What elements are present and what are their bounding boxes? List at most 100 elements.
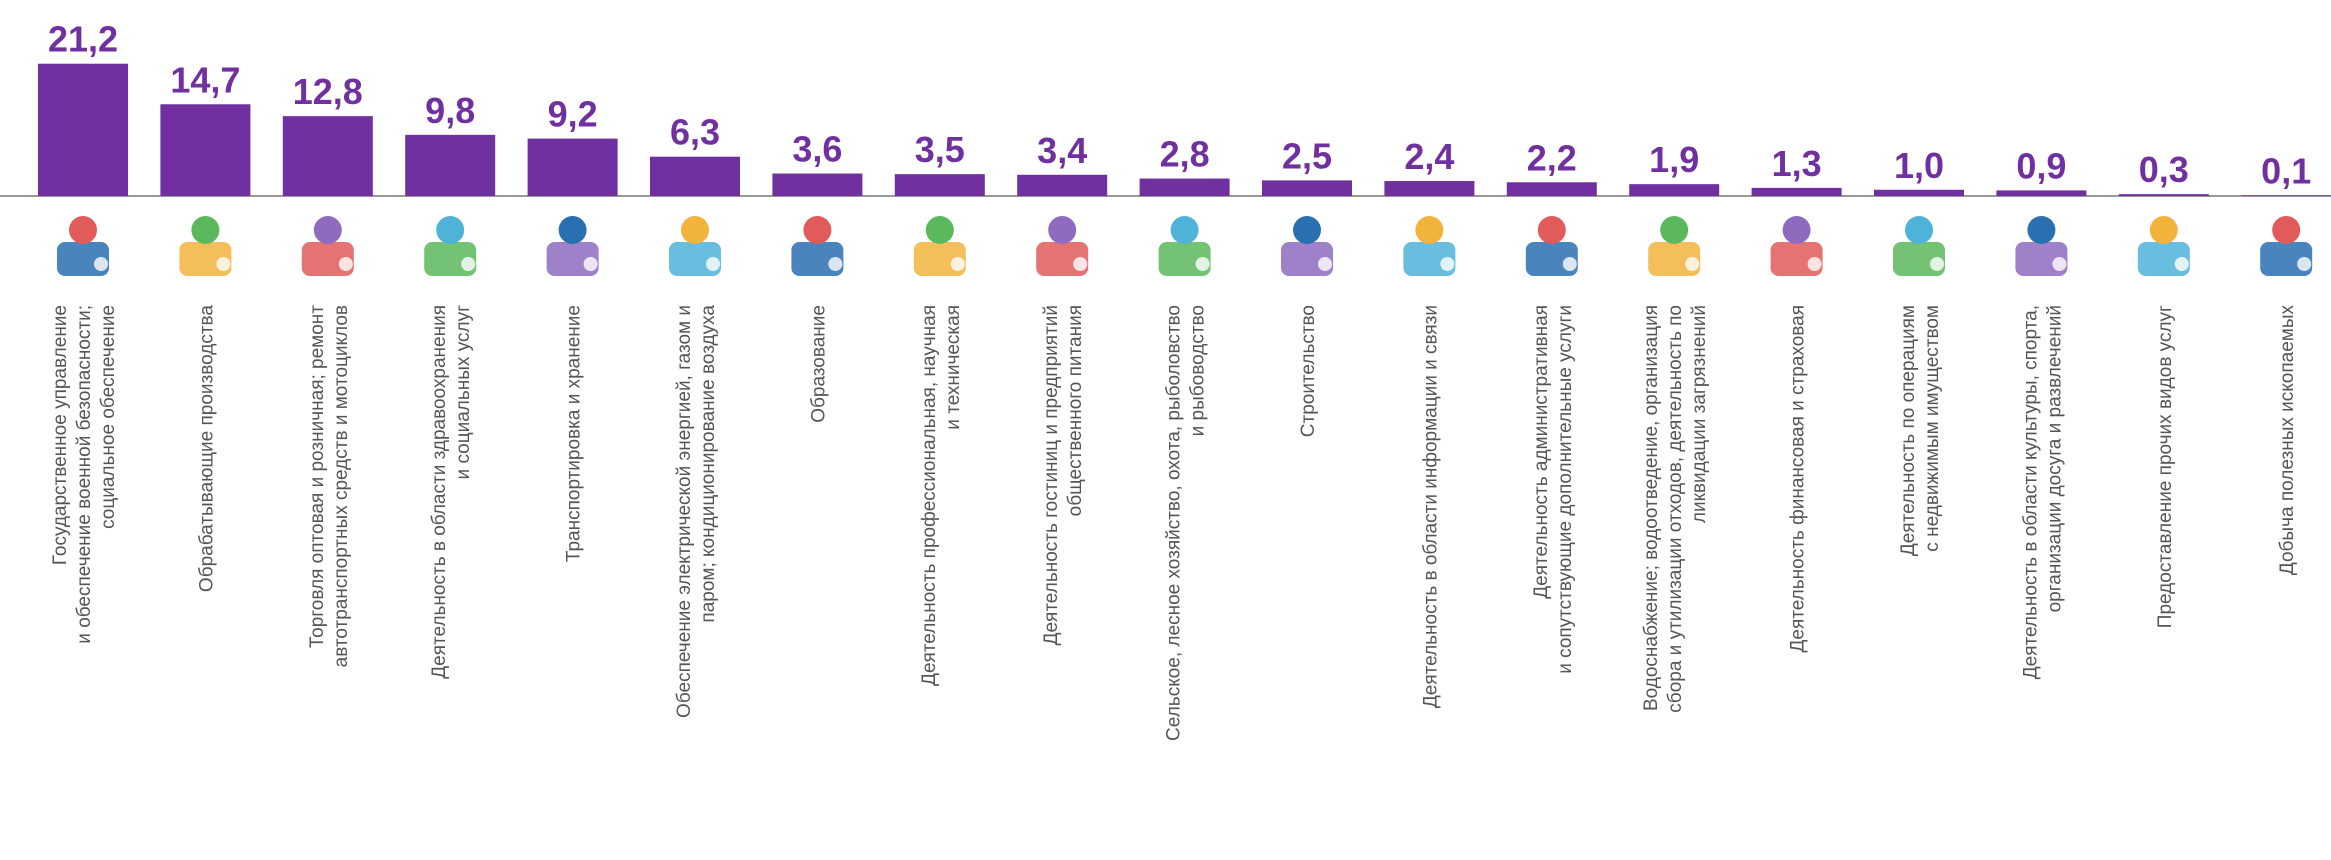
category-icon <box>301 216 354 276</box>
icon-shape <box>828 257 843 271</box>
category-label: Обрабатывающие производства <box>196 305 217 592</box>
icon-shape <box>2297 257 2312 271</box>
category-icon <box>1525 216 1578 276</box>
value-label: 2,8 <box>1160 134 1210 175</box>
category-label: Торговля оптовая и розничная; ремонт авто… <box>307 305 352 668</box>
category-icon <box>424 216 477 276</box>
icon-shape <box>1170 216 1199 244</box>
bar <box>1017 174 1108 196</box>
value-label: 3,4 <box>1037 130 1087 171</box>
icon-shape <box>69 216 97 244</box>
value-label: 0,9 <box>2016 145 2066 186</box>
category-icon <box>669 216 721 276</box>
category-icon <box>57 216 109 276</box>
bar <box>1996 190 2087 196</box>
category-label: Деятельность гостиниц и предприятий общес… <box>1041 305 1086 645</box>
category-icon <box>179 216 232 276</box>
value-label: 1,3 <box>1772 143 1822 184</box>
category-icon <box>2015 216 2068 276</box>
icon-shape <box>706 257 720 271</box>
bar <box>650 156 740 196</box>
icon-shape <box>2052 257 2067 271</box>
bar <box>1874 189 1964 196</box>
icon-shape <box>2027 216 2056 244</box>
bar <box>527 138 618 196</box>
bar <box>1751 187 1842 196</box>
category-icon <box>1770 216 1823 276</box>
category-icon <box>791 216 844 276</box>
icon-shape <box>1073 257 1088 271</box>
bar <box>405 134 496 196</box>
icon-shape <box>803 216 832 244</box>
category-label: Деятельность административная и сопутству… <box>1531 305 1576 674</box>
category-label: Сельское, лесное хозяйство, охота, рыбол… <box>1164 305 1209 741</box>
category-label: Деятельность в области культуры, спорта,… <box>2020 305 2065 679</box>
icon-shape <box>925 216 954 244</box>
value-label: 3,6 <box>792 129 842 170</box>
icon-shape <box>558 216 587 244</box>
value-label: 2,2 <box>1527 137 1577 178</box>
category-label: Добыча полезных ископаемых <box>2277 305 2298 576</box>
category-label: Образование <box>808 305 829 423</box>
icon-shape <box>94 257 108 271</box>
value-label: 21,2 <box>48 19 118 60</box>
icon-shape <box>436 216 465 244</box>
value-label: 6,3 <box>670 112 720 153</box>
category-label: Строительство <box>1298 305 1319 437</box>
category-icon <box>1158 216 1211 276</box>
icon-shape <box>1537 216 1566 244</box>
category-icon <box>1403 216 1456 276</box>
value-label: 1,0 <box>1894 145 1944 186</box>
category-icon <box>1281 216 1333 276</box>
bar <box>1384 181 1475 196</box>
category-label: Водоснабжение; водоотведение, организаци… <box>1641 305 1710 713</box>
icon-shape <box>461 257 476 271</box>
value-label: 2,4 <box>1404 136 1454 177</box>
value-label: 0,3 <box>2139 149 2189 190</box>
value-label: 3,5 <box>915 129 965 170</box>
bar <box>1629 184 1720 196</box>
icon-shape <box>216 257 231 271</box>
category-label: Деятельность финансовая и страховая <box>1788 305 1809 652</box>
icon-shape <box>1440 257 1455 271</box>
value-label: 2,5 <box>1282 135 1332 176</box>
category-icon <box>1893 216 1945 276</box>
bar <box>1262 180 1352 196</box>
icon-shape <box>1318 257 1332 271</box>
icon-shape <box>1905 216 1933 244</box>
icon-shape <box>681 216 709 244</box>
category-icon <box>913 216 966 276</box>
icon-shape <box>1782 216 1811 244</box>
category-label: Транспортировка и хранение <box>564 305 585 562</box>
value-label: 0,1 <box>2261 150 2311 191</box>
icon-shape <box>191 216 220 244</box>
category-label: Деятельность профессиональная, научная и … <box>919 305 964 686</box>
category-icon <box>1648 216 1701 276</box>
icon-shape <box>583 257 598 271</box>
icon-shape <box>1807 257 1822 271</box>
bar <box>1139 178 1230 196</box>
category-icon <box>546 216 599 276</box>
icon-shape <box>2149 216 2178 244</box>
category-label: Государственное управление и обеспечение … <box>50 305 119 644</box>
icon-shape <box>1930 257 1944 271</box>
bar <box>282 116 373 196</box>
bar <box>894 174 985 196</box>
bar <box>160 104 251 196</box>
bar <box>2118 194 2209 196</box>
value-label: 9,8 <box>425 90 475 131</box>
icon-shape <box>1293 216 1321 244</box>
value-label: 1,9 <box>1649 139 1699 180</box>
value-label: 9,2 <box>548 94 598 135</box>
value-label: 12,8 <box>293 71 363 112</box>
icon-shape <box>950 257 965 271</box>
bar <box>38 63 128 196</box>
category-icon <box>2260 216 2313 276</box>
icon-shape <box>1660 216 1689 244</box>
icon-shape <box>1685 257 1700 271</box>
icon-shape <box>338 257 353 271</box>
icon-shape <box>1415 216 1444 244</box>
category-icon <box>1036 216 1089 276</box>
icon-shape <box>1195 257 1210 271</box>
